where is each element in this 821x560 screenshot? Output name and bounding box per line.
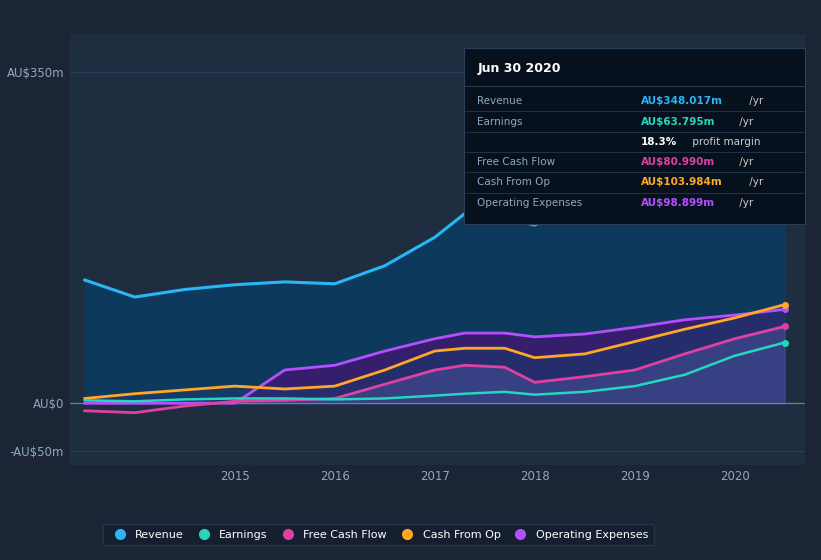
Legend: Revenue, Earnings, Free Cash Flow, Cash From Op, Operating Expenses: Revenue, Earnings, Free Cash Flow, Cash … bbox=[103, 524, 654, 545]
Text: 18.3%: 18.3% bbox=[641, 137, 677, 147]
Text: profit margin: profit margin bbox=[689, 137, 760, 147]
Text: /yr: /yr bbox=[746, 178, 764, 188]
Text: /yr: /yr bbox=[736, 198, 754, 208]
Text: AU$98.899m: AU$98.899m bbox=[641, 198, 715, 208]
Text: /yr: /yr bbox=[746, 96, 764, 106]
Text: Cash From Op: Cash From Op bbox=[478, 178, 551, 188]
Text: AU$348.017m: AU$348.017m bbox=[641, 96, 723, 106]
Text: Free Cash Flow: Free Cash Flow bbox=[478, 157, 556, 167]
Text: AU$63.795m: AU$63.795m bbox=[641, 116, 716, 127]
Text: /yr: /yr bbox=[736, 157, 754, 167]
Text: Operating Expenses: Operating Expenses bbox=[478, 198, 583, 208]
Text: AU$80.990m: AU$80.990m bbox=[641, 157, 715, 167]
Text: /yr: /yr bbox=[736, 116, 754, 127]
Text: Earnings: Earnings bbox=[478, 116, 523, 127]
Text: Jun 30 2020: Jun 30 2020 bbox=[478, 62, 561, 75]
Text: Revenue: Revenue bbox=[478, 96, 523, 106]
Text: AU$103.984m: AU$103.984m bbox=[641, 178, 722, 188]
